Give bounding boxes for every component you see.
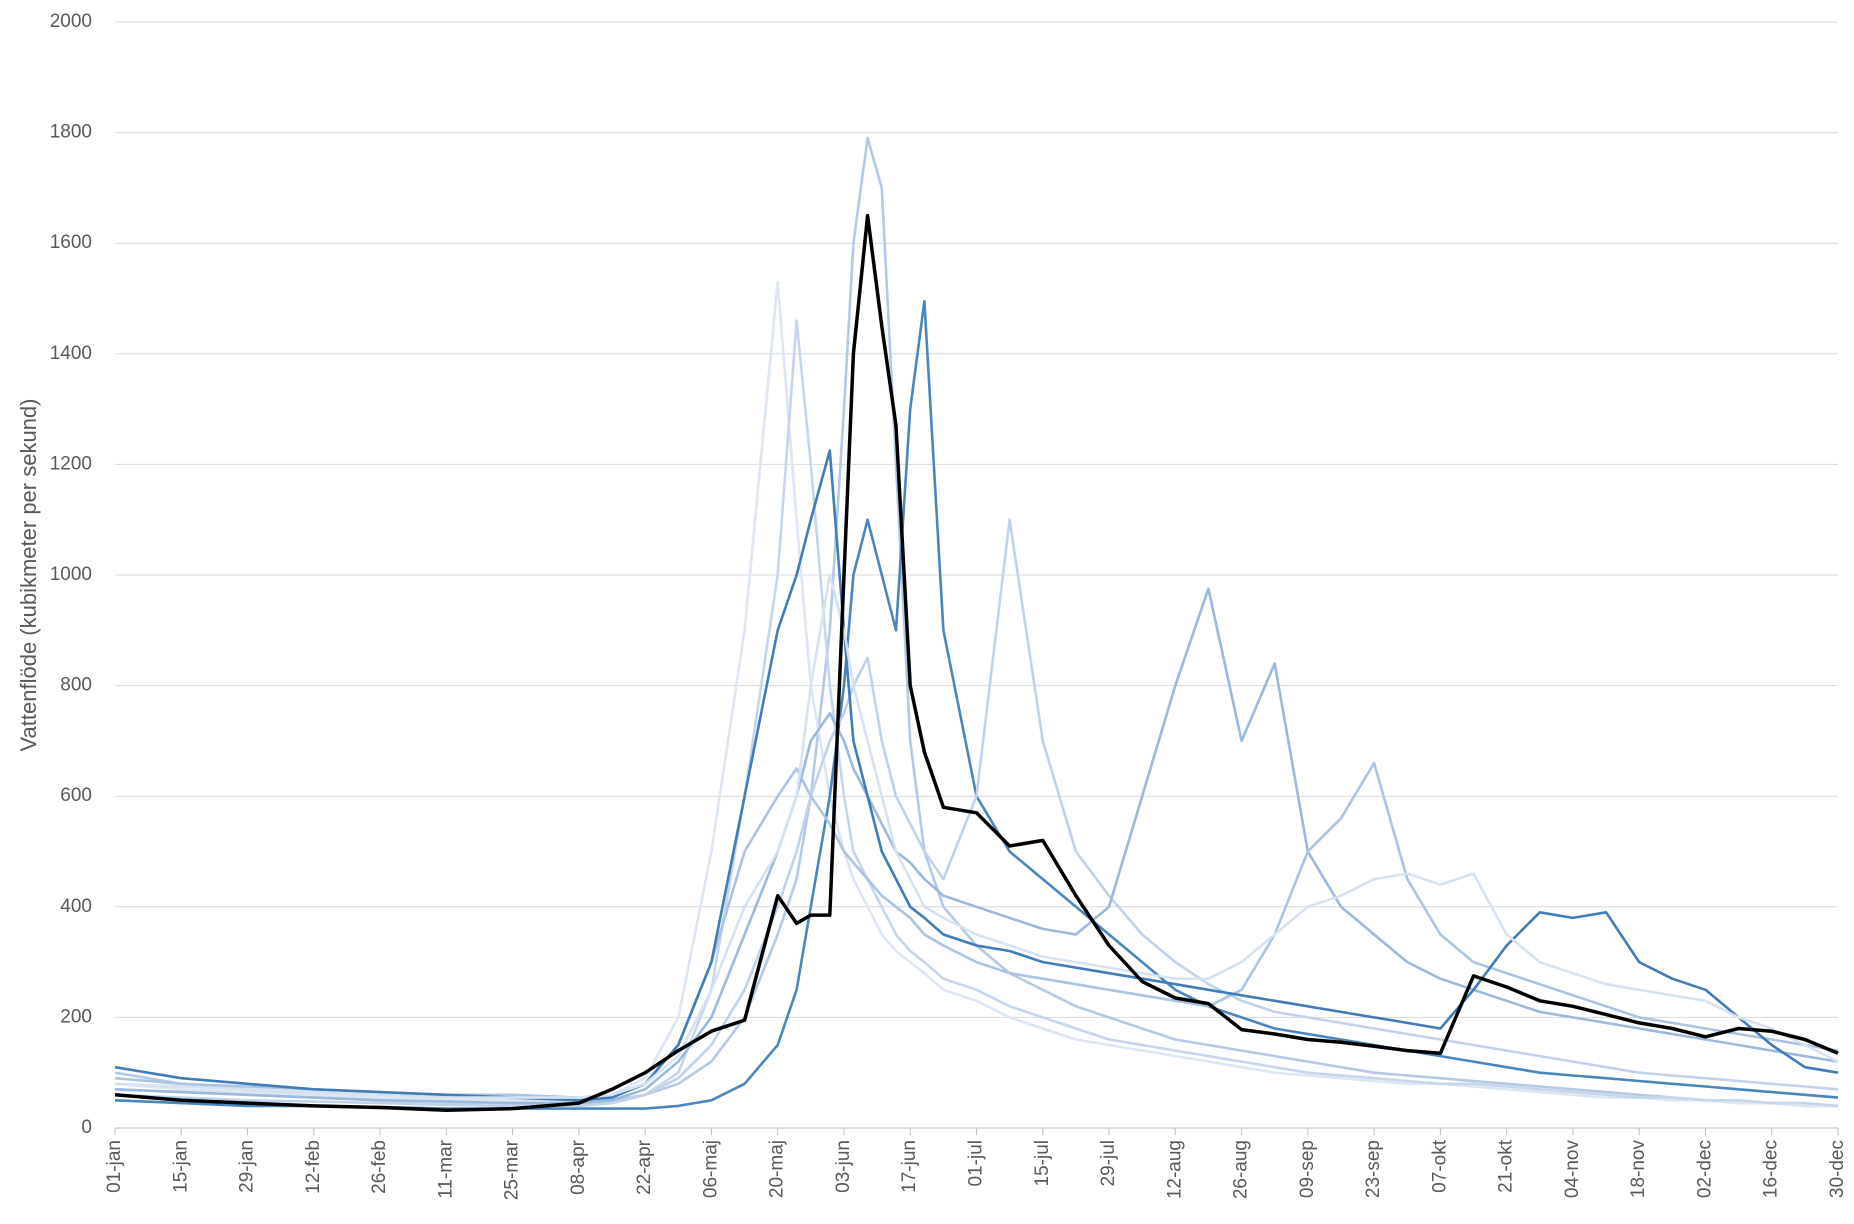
x-tick-label: 01-jul bbox=[966, 1140, 987, 1186]
y-tick-label: 2000 bbox=[50, 11, 92, 32]
x-tick-label: 15-jul bbox=[1032, 1140, 1053, 1186]
series-line bbox=[114, 587, 1839, 1105]
y-tick-label: 0 bbox=[81, 1117, 92, 1138]
x-tick-label: 20-maj bbox=[767, 1140, 788, 1198]
x-tick-label: 09-sep bbox=[1297, 1140, 1318, 1198]
x-tick-label: 29-jul bbox=[1098, 1140, 1119, 1186]
series-line bbox=[114, 300, 1839, 1110]
series-line bbox=[114, 319, 1839, 1108]
x-tick-label: 17-jun bbox=[899, 1140, 920, 1193]
x-tick-label: 25-mar bbox=[502, 1139, 523, 1200]
series-line bbox=[114, 136, 1838, 1108]
y-tick-label: 200 bbox=[60, 1006, 92, 1027]
series-line bbox=[114, 449, 1839, 1102]
x-tick-label: 16-dec bbox=[1761, 1140, 1782, 1198]
x-tick-label: 26-feb bbox=[369, 1140, 390, 1194]
y-tick-label: 800 bbox=[60, 675, 92, 696]
x-tick-label: 21-okt bbox=[1496, 1139, 1517, 1193]
x-tick-label: 18-nov bbox=[1628, 1140, 1649, 1199]
x-tick-label: 12-aug bbox=[1164, 1140, 1185, 1199]
y-tick-label: 400 bbox=[60, 896, 92, 917]
x-tick-label: 15-jan bbox=[170, 1140, 191, 1193]
series-line bbox=[114, 518, 1839, 1108]
y-axis-label: Vattenflöde (kubikmeter per sekund) bbox=[16, 399, 41, 752]
x-tick-label: 30-dec bbox=[1827, 1140, 1848, 1198]
x-tick-label: 23-sep bbox=[1363, 1140, 1384, 1198]
x-tick-label: 26-aug bbox=[1231, 1140, 1252, 1199]
y-tick-label: 1200 bbox=[50, 453, 92, 474]
x-tick-label: 06-maj bbox=[700, 1140, 721, 1198]
y-tick-label: 1000 bbox=[50, 564, 92, 585]
x-tick-label: 22-apr bbox=[634, 1139, 655, 1195]
x-tick-label: 07-okt bbox=[1429, 1139, 1450, 1193]
series-line bbox=[114, 213, 1839, 1113]
series-line bbox=[114, 573, 1839, 1099]
y-tick-label: 600 bbox=[60, 785, 92, 806]
x-tick-label: 29-jan bbox=[237, 1140, 258, 1193]
y-tick-label: 1400 bbox=[50, 343, 92, 364]
x-tick-label: 11-mar bbox=[435, 1139, 456, 1198]
x-tick-label: 08-apr bbox=[568, 1139, 589, 1195]
x-tick-label: 01-jan bbox=[104, 1140, 125, 1193]
y-tick-label: 1800 bbox=[50, 122, 92, 143]
x-tick-label: 03-jun bbox=[833, 1140, 854, 1193]
x-tick-label: 04-nov bbox=[1562, 1140, 1583, 1199]
x-tick-label: 12-feb bbox=[303, 1140, 324, 1194]
y-tick-label: 1600 bbox=[50, 232, 92, 253]
series-line bbox=[114, 280, 1838, 1108]
x-tick-label: 02-dec bbox=[1694, 1140, 1715, 1198]
